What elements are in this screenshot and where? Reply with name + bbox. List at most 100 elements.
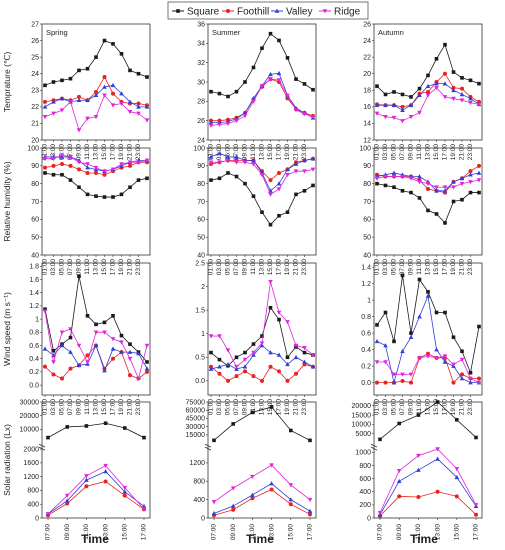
- x-axis-label: Time: [81, 532, 109, 546]
- data-point-foothill: [226, 378, 230, 383]
- x-tick-label: 19:00: [284, 259, 291, 276]
- data-point-valley: [310, 364, 316, 369]
- y-tick-label: 800: [193, 479, 205, 486]
- data-point-valley: [76, 362, 82, 368]
- legend-item-foothill: Foothill: [222, 7, 269, 18]
- data-point-ridge: [102, 330, 107, 335]
- data-point-foothill: [426, 89, 430, 94]
- data-point-ridge: [383, 174, 388, 179]
- data-point-square: [392, 339, 396, 344]
- x-tick-label: 17:00: [442, 259, 449, 276]
- data-point-ridge: [434, 356, 439, 361]
- data-point-valley: [293, 161, 299, 166]
- x-tick-label: 09:00: [76, 399, 83, 416]
- x-tick-label: 13:00: [259, 259, 266, 276]
- data-point-valley: [84, 477, 89, 482]
- x-tick-label: 09:00: [396, 524, 403, 541]
- data-point-ridge: [102, 169, 107, 174]
- y-tick-label: 0.4: [361, 347, 371, 354]
- data-point-square: [251, 194, 256, 198]
- x-tick-label: 07:00: [67, 259, 74, 276]
- data-point-ridge: [454, 466, 460, 472]
- data-point-valley: [269, 481, 274, 486]
- data-point-ridge: [59, 153, 65, 158]
- data-point-square: [477, 324, 481, 329]
- data-point-ridge: [276, 310, 282, 315]
- data-point-foothill: [426, 187, 430, 192]
- data-point-square: [60, 78, 64, 83]
- y-tick-label: 0.0: [29, 382, 39, 389]
- panel-spring-1: 20 21 22 23 24 25 26 27 01:00 03:00 05:00 07:00 09:0…: [2, 21, 151, 160]
- series-line-ridge: [213, 464, 311, 503]
- data-point-square: [260, 210, 264, 214]
- data-point-ridge: [103, 463, 108, 469]
- y-tick-label: 200: [359, 502, 371, 509]
- x-tick-label: 21:00: [127, 259, 134, 276]
- x-tick-label: 17:00: [442, 144, 449, 161]
- data-point-ridge: [408, 372, 414, 377]
- data-point-ridge: [417, 356, 422, 361]
- data-point-ridge: [42, 309, 48, 314]
- y-tick-label: 0: [35, 515, 39, 522]
- y-tick-label: 50: [197, 234, 205, 241]
- data-point-square: [409, 190, 413, 195]
- data-point-square: [400, 273, 405, 278]
- y-tick-label: 12: [363, 137, 371, 144]
- y-tick-label: 20: [363, 71, 371, 78]
- data-point-square: [417, 277, 422, 282]
- x-tick-label: 05:00: [391, 259, 398, 276]
- data-point-square: [51, 80, 56, 84]
- data-point-square: [426, 73, 430, 78]
- data-point-ridge: [119, 101, 124, 106]
- data-point-ridge: [230, 486, 236, 491]
- data-point-valley: [400, 107, 405, 112]
- data-point-square: [397, 421, 401, 426]
- data-point-valley: [307, 508, 313, 513]
- x-tick-label: 15:00: [101, 399, 108, 416]
- x-tick-label: 15:00: [101, 259, 108, 276]
- plot-frame: [41, 23, 151, 141]
- data-point-foothill: [443, 71, 447, 76]
- data-point-valley: [408, 334, 414, 340]
- legend-label: Valley: [286, 7, 313, 18]
- x-tick-label: 03:00: [216, 259, 223, 276]
- data-point-square: [119, 52, 124, 56]
- data-point-foothill: [85, 353, 90, 358]
- data-point-ridge: [127, 110, 133, 115]
- data-point-valley: [127, 99, 133, 104]
- data-point-ridge: [64, 493, 70, 499]
- season-label: Autumn: [378, 28, 404, 37]
- series-line-valley: [379, 458, 477, 515]
- x-tick-label: 13:00: [259, 144, 266, 161]
- data-point-foothill: [268, 364, 273, 369]
- data-point-ridge: [374, 360, 380, 365]
- data-point-square: [111, 314, 115, 318]
- legend: Square Foothill Valley Ridge: [167, 1, 369, 20]
- data-point-foothill: [60, 162, 64, 167]
- x-tick-label: 07:00: [233, 144, 240, 161]
- legend-item-valley: Valley: [271, 7, 313, 18]
- data-point-valley: [468, 380, 473, 385]
- x-tick-label: 19:00: [284, 144, 291, 161]
- data-point-square: [460, 76, 464, 80]
- y-tick-label: 20000: [20, 413, 40, 420]
- data-point-valley: [59, 96, 65, 101]
- data-point-square: [375, 181, 379, 186]
- data-point-ridge: [141, 507, 147, 512]
- data-point-ridge: [416, 453, 421, 459]
- y-tick-label: 2000: [23, 446, 39, 453]
- x-tick-label: 15:00: [122, 524, 129, 541]
- data-point-ridge: [285, 320, 290, 325]
- data-point-ridge: [144, 343, 150, 348]
- data-point-foothill: [43, 364, 47, 369]
- data-point-square: [231, 422, 235, 426]
- y-tick-label: 10000: [20, 427, 40, 434]
- x-tick-label: 19:00: [450, 144, 457, 161]
- data-point-valley: [230, 503, 236, 508]
- y-tick-label: 100: [359, 145, 371, 152]
- y-tick-label: 2.5: [195, 260, 205, 267]
- data-point-square: [302, 189, 307, 193]
- data-point-valley: [217, 150, 222, 156]
- data-point-ridge: [285, 172, 290, 178]
- data-point-valley: [119, 91, 124, 96]
